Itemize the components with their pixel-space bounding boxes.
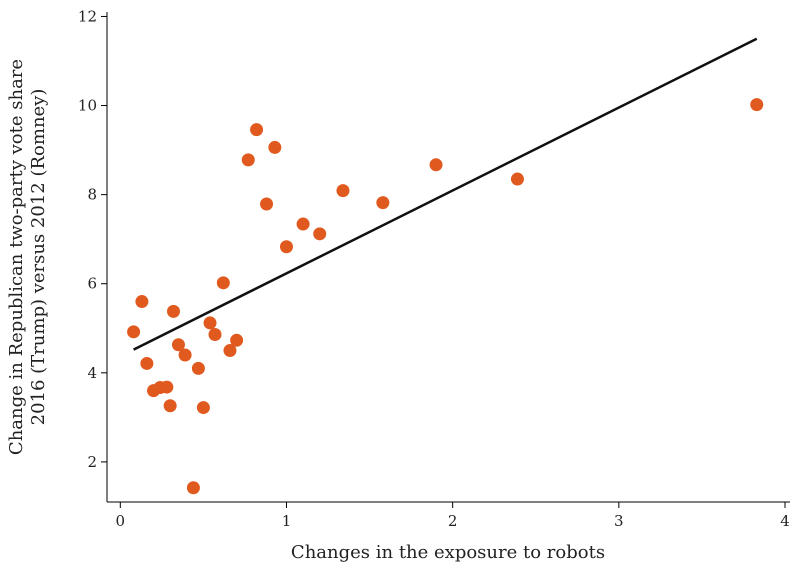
data-point (250, 123, 264, 137)
data-point (140, 356, 154, 370)
data-point (196, 401, 210, 415)
data-point (178, 348, 192, 362)
data-points (127, 98, 764, 495)
y-axis: 2 4 6 8 10 12 (78, 7, 108, 502)
data-point (216, 276, 230, 290)
data-point (510, 172, 524, 186)
x-tick-label: 3 (614, 512, 624, 530)
y-axis-title: Change in Republican two-party vote shar… (6, 59, 49, 455)
data-point (429, 158, 443, 172)
data-point (186, 481, 200, 495)
y-tick-label: 2 (87, 453, 97, 471)
data-point (203, 316, 217, 330)
data-point (230, 333, 244, 347)
data-point (208, 328, 222, 342)
x-tick-label: 1 (282, 512, 292, 530)
data-point (163, 399, 177, 413)
data-point (260, 197, 274, 211)
x-tick-label: 2 (448, 512, 458, 530)
data-point (191, 361, 205, 375)
data-point (313, 227, 327, 241)
y-tick-label: 6 (87, 275, 97, 293)
data-point (160, 380, 174, 394)
data-point (166, 304, 180, 318)
data-point (127, 325, 141, 339)
y-axis-title-line: 2016 (Trump) versus 2012 (Romney) (28, 89, 49, 426)
data-point (171, 338, 185, 352)
trend-line-group (133, 37, 758, 351)
data-point (135, 295, 149, 309)
x-axis: 0 1 2 3 4 (107, 501, 790, 530)
data-point (336, 184, 350, 198)
y-axis-title-line: Change in Republican two-party vote shar… (6, 59, 27, 455)
fit-line (133, 37, 758, 351)
data-point (750, 98, 764, 112)
data-point (223, 344, 237, 358)
y-tick-label: 4 (87, 364, 97, 382)
x-tick-label: 4 (780, 512, 790, 530)
y-tick-label: 8 (87, 186, 97, 204)
data-point (241, 153, 255, 167)
data-point (268, 140, 282, 154)
data-point (279, 240, 293, 254)
x-axis-title: Changes in the exposure to robots (291, 542, 605, 563)
y-tick-label: 10 (78, 97, 97, 115)
y-tick-label: 12 (78, 7, 97, 25)
x-tick-label: 0 (116, 512, 126, 530)
data-point (376, 196, 390, 210)
data-point (296, 217, 310, 231)
